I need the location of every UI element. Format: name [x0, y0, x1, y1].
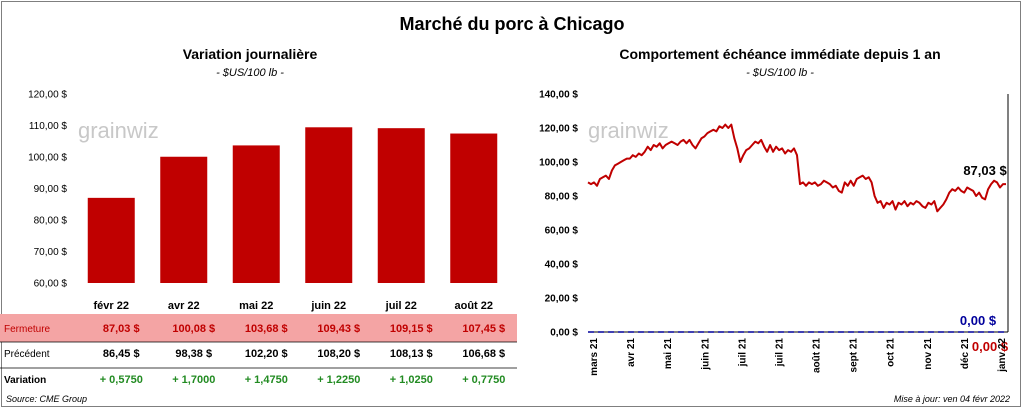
line-xtick-label: mars 21: [589, 338, 600, 376]
line-xtick-label: août 21: [812, 338, 823, 373]
bar-ytick-label: 90,00 $: [34, 184, 68, 195]
bar-ytick-label: 70,00 $: [34, 247, 68, 258]
line-xtick-label: nov 21: [923, 338, 934, 370]
bar-category-label: mai 22: [239, 300, 273, 312]
watermark-left: grainwiz: [78, 118, 159, 143]
line-ytick-label: 40,00 $: [545, 260, 579, 271]
zero-label-red: 0,00 $: [972, 339, 1009, 354]
row-label-fermeture: Fermeture: [4, 324, 51, 335]
table-cell: 86,45 $: [103, 348, 140, 360]
table-cell: + 0,5750: [100, 374, 143, 386]
bar-ytick-label: 120,00 $: [28, 90, 67, 101]
line-ytick-label: 20,00 $: [545, 294, 579, 305]
table-cell: 109,15 $: [390, 323, 433, 335]
line-ytick-label: 100,00 $: [539, 158, 578, 169]
line-ytick-label: 120,00 $: [539, 124, 578, 135]
line-xtick-label: avr 21: [626, 338, 637, 367]
table-cell: 108,13 $: [390, 348, 433, 360]
line-xtick-label: sept 21: [849, 338, 860, 373]
line-xtick-label: janv 22: [997, 338, 1008, 373]
table-cell: 109,43 $: [317, 323, 360, 335]
main-title: Marché du porc à Chicago: [399, 14, 625, 34]
bar-category-label: avr 22: [168, 300, 200, 312]
left-chart-subtitle: Variation journalière: [182, 46, 318, 62]
bar: [87, 197, 135, 283]
source-note: Source: CME Group: [6, 394, 88, 404]
line-xtick-label: déc 21: [960, 338, 971, 370]
table-cell: 102,20 $: [245, 348, 288, 360]
watermark-right: grainwiz: [588, 118, 669, 143]
row-label-variation: Variation: [4, 375, 46, 386]
bar-ytick-label: 110,00 $: [29, 121, 68, 132]
table-cell: + 0,7750: [462, 374, 505, 386]
bar-category-label: févr 22: [94, 300, 129, 312]
line-xtick-label: juin 21: [700, 338, 711, 371]
table-cell: 100,08 $: [172, 323, 215, 335]
line-ytick-label: 80,00 $: [545, 192, 579, 203]
line-xtick-label: mai 21: [663, 338, 674, 370]
line-xtick-label: juil 21: [737, 338, 748, 368]
bar: [305, 127, 353, 283]
table-cell: 107,45 $: [462, 323, 505, 335]
left-chart-unit: - $US/100 lb -: [216, 67, 284, 79]
table-cell: 87,03 $: [103, 323, 140, 335]
table-cell: 106,68 $: [462, 348, 505, 360]
line-ytick-label: 140,00 $: [539, 90, 578, 101]
last-price-label: 87,03 $: [963, 163, 1007, 178]
bar: [232, 145, 280, 283]
price-series-line: [587, 123, 1006, 213]
table-cell: + 1,4750: [245, 374, 288, 386]
bar: [160, 156, 208, 283]
bar-category-label: juil 22: [385, 300, 417, 312]
line-ytick-label: 60,00 $: [545, 226, 579, 237]
bar-category-label: juin 22: [310, 300, 346, 312]
table-cell: 103,68 $: [245, 323, 288, 335]
bar: [377, 128, 425, 283]
bar-ytick-label: 100,00 $: [28, 153, 67, 164]
right-chart-subtitle: Comportement échéance immédiate depuis 1…: [619, 46, 941, 62]
bar: [450, 133, 498, 283]
row-label-precedent: Précédent: [4, 349, 50, 360]
fermeture-row-background: [0, 314, 517, 342]
table-cell: + 1,0250: [390, 374, 433, 386]
bar-category-label: août 22: [454, 300, 493, 312]
line-xtick-label: oct 21: [886, 338, 897, 367]
line-ytick-label: 0,00 $: [550, 328, 578, 339]
right-chart-unit: - $US/100 lb -: [746, 67, 814, 79]
table-cell: + 1,7000: [172, 374, 215, 386]
update-note: Mise à jour: ven 04 févr 2022: [893, 394, 1010, 404]
bar-ytick-label: 80,00 $: [34, 216, 68, 227]
table-cell: + 1,2250: [317, 374, 360, 386]
zero-label-blue: 0,00 $: [960, 313, 997, 328]
table-cell: 98,38 $: [175, 348, 212, 360]
data-table: Fermeture Précédent Variation 87,03 $ 100…: [0, 314, 517, 386]
table-cell: 108,20 $: [317, 348, 360, 360]
bar-ytick-label: 60,00 $: [34, 279, 68, 290]
line-xtick-label: juil 21: [775, 338, 786, 368]
